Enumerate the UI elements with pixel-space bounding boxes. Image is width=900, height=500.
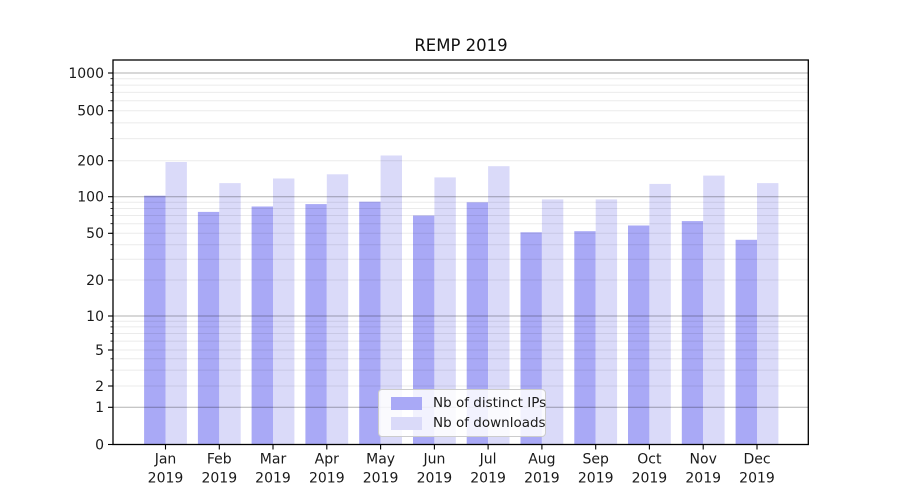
y-tick-label: 2: [95, 379, 104, 395]
x-tick-label: Jun 2019: [417, 452, 453, 487]
bar-distinct-ips: [681, 221, 704, 445]
legend-swatch-distinct-ips: [391, 396, 422, 410]
x-tick-label: Apr 2019: [309, 452, 345, 487]
bar-downloads: [273, 178, 295, 445]
legend-label-downloads: Nb of downloads: [433, 415, 546, 431]
y-tick-label: 500: [77, 104, 104, 120]
y-axis-ticks: [108, 72, 113, 446]
bar-downloads: [165, 162, 187, 445]
x-tick-label: Oct 2019: [632, 452, 668, 487]
chart-title: REMP 2019: [414, 36, 508, 55]
x-tick-label: Sep 2019: [578, 452, 614, 487]
y-tick-label: 50: [86, 226, 104, 242]
x-axis-labels: Jan 2019 Feb 2019 Mar 2019 Apr 2019 May 2019 Jun 20…: [148, 452, 775, 487]
bar-distinct-ips: [144, 195, 166, 445]
bar-distinct-ips: [466, 202, 489, 445]
x-axis-ticks: [164, 444, 758, 450]
bar-downloads: [488, 166, 510, 445]
y-tick-label: 20: [86, 273, 104, 289]
bar-downloads: [219, 183, 241, 445]
plot-frame: [112, 59, 809, 446]
bar-downloads: [434, 177, 456, 445]
legend-swatch-downloads: [391, 416, 422, 430]
x-tick-label: Jul 2019: [470, 452, 506, 487]
legend-item-distinct-ips: Nb of distinct IPs: [391, 395, 546, 411]
bar-downloads: [541, 199, 564, 445]
x-tick-label: Nov 2019: [685, 452, 721, 487]
bars-layer: [144, 155, 779, 445]
bar-downloads: [649, 183, 671, 445]
x-tick-label: Feb 2019: [201, 452, 237, 487]
bar-downloads: [595, 199, 618, 445]
bar-downloads: [757, 183, 779, 445]
bar-distinct-ips: [359, 201, 381, 445]
x-tick-label: Dec 2019: [739, 452, 775, 487]
y-tick-label: 100: [77, 190, 104, 206]
y-tick-label: 10: [86, 309, 104, 325]
y-tick-label: 1000: [68, 66, 104, 82]
bar-distinct-ips: [735, 239, 757, 445]
bar-downloads: [326, 174, 349, 445]
axis-frame: [112, 59, 809, 446]
x-tick-label: May 2019: [363, 452, 399, 487]
y-tick-label: 5: [95, 343, 104, 359]
bar-distinct-ips: [628, 225, 650, 445]
legend-item-downloads: Nb of downloads: [391, 415, 546, 431]
gridlines-layer: [113, 72, 809, 408]
bar-distinct-ips: [251, 206, 273, 445]
bar-distinct-ips: [413, 215, 435, 445]
legend: Nb of distinct IPs Nb of downloads: [378, 389, 546, 437]
y-tick-label: 200: [77, 154, 104, 170]
x-tick-label: Mar 2019: [255, 452, 291, 487]
legend-label-distinct-ips: Nb of distinct IPs: [433, 395, 547, 411]
bar-distinct-ips: [574, 231, 596, 445]
y-axis-labels: 0 1 2 5 10 20 50 100 200 500 1000: [68, 66, 104, 453]
bar-distinct-ips: [305, 204, 327, 445]
bar-downloads: [703, 175, 725, 445]
x-tick-label: Aug 2019: [524, 452, 560, 487]
y-tick-label: 0: [95, 437, 104, 453]
bar-distinct-ips: [197, 211, 220, 445]
x-tick-label: Jan 2019: [148, 452, 184, 487]
y-tick-label: 1: [95, 400, 104, 416]
bar-downloads: [380, 155, 402, 445]
